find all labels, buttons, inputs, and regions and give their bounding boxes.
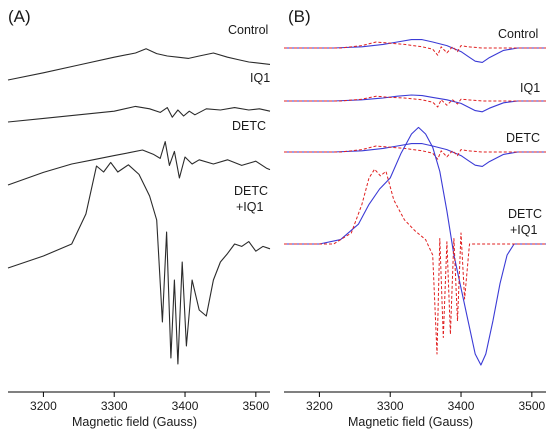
panel-a-iq1-label: IQ1 xyxy=(250,71,270,85)
panel-a-detc-iq1-label-line2: +IQ1 xyxy=(236,200,263,214)
panel-b-control-label: Control xyxy=(498,27,538,41)
panel-a-series-detc xyxy=(7,141,271,186)
panel-b-tick-label-3500: 3500 xyxy=(518,399,545,413)
panel-a-tick-label-3200: 3200 xyxy=(30,399,57,413)
panel-b-detc-iq1-label-line1: DETC xyxy=(508,207,542,221)
panel-b-xlabel: Magnetic field (Gauss) xyxy=(348,415,473,429)
panel-b-series-detc-iq1-sim xyxy=(284,168,546,355)
panel-b-tick-label-3200: 3200 xyxy=(306,399,333,413)
panel-b-label: (B) xyxy=(288,7,311,26)
panel-b-detc-label: DETC xyxy=(506,131,540,145)
panel-a-detc-label: DETC xyxy=(232,119,266,133)
panel-a-tick-label-3400: 3400 xyxy=(172,399,199,413)
panel-b-traces xyxy=(284,39,546,366)
panel-b-tick-label-3300: 3300 xyxy=(377,399,404,413)
panel-a-tick-label-3500: 3500 xyxy=(242,399,269,413)
panel-b-series-control xyxy=(284,39,546,63)
panel-b-series-iq1-sim xyxy=(284,95,546,108)
panel-b-detc-iq1-label-line2: +IQ1 xyxy=(510,223,537,237)
panel-a-control-label: Control xyxy=(228,23,268,37)
panel-a-detc-iq1-label-line1: DETC xyxy=(234,184,268,198)
panel-a-ticks: 3200 3300 3400 3500 xyxy=(30,392,270,413)
panel-a-traces xyxy=(7,48,271,365)
panel-b-series-control-sim xyxy=(284,41,546,56)
panel-b-series-detc xyxy=(284,143,546,167)
panel-a-series-detc-iq1 xyxy=(7,161,271,365)
panel-a-label: (A) xyxy=(8,7,31,26)
panel-a-tick-label-3300: 3300 xyxy=(101,399,128,413)
panel-b-series-detc-sim xyxy=(284,145,546,160)
panel-b-series-detc-iq1 xyxy=(284,126,546,366)
panel-a-axis: 3200 3300 3400 3500 Magnetic field (Gauss) xyxy=(8,391,270,429)
panel-b-ticks: 3200 3300 3400 3500 xyxy=(306,392,546,413)
panel-a-series-control xyxy=(7,48,271,81)
panel-b-tick-label-3400: 3400 xyxy=(448,399,475,413)
panel-b-axis: 3200 3300 3400 3500 Magnetic field (Gauss) xyxy=(284,391,546,429)
panel-a-xlabel: Magnetic field (Gauss) xyxy=(72,415,197,429)
panel-a-series-iq1 xyxy=(7,105,271,123)
panel-b-iq1-label: IQ1 xyxy=(520,81,540,95)
panel-b-series-iq1 xyxy=(284,94,546,113)
